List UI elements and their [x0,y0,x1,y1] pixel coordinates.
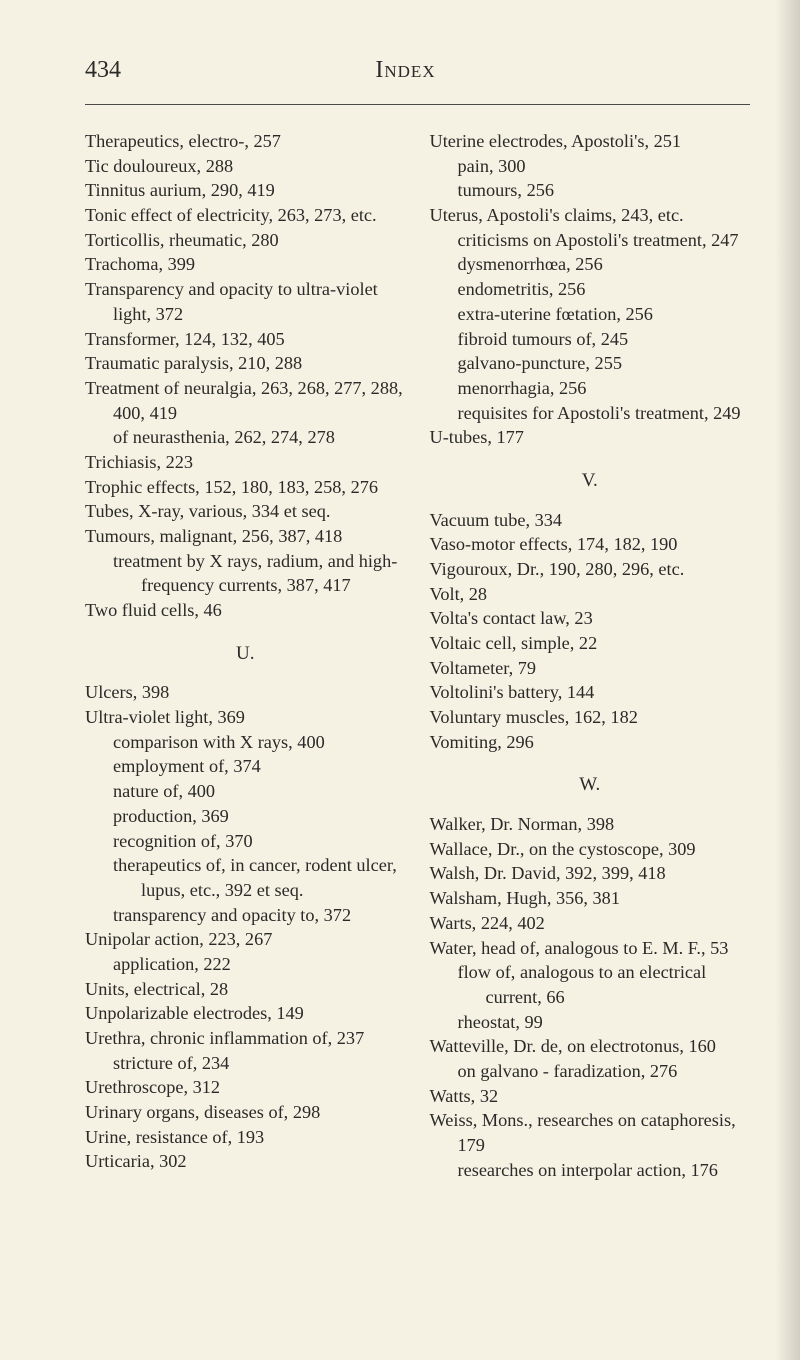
index-entry: Uterus, Apostoli's claims, 243, etc. [430,203,751,228]
index-entry: Therapeutics, electro-, 257 [85,129,406,154]
index-entry: Tonic effect of electricity, 263, 273, e… [85,203,406,228]
index-subentry: rheostat, 99 [430,1010,751,1035]
index-entry: Units, electrical, 28 [85,977,406,1002]
index-entry: Traumatic paralysis, 210, 288 [85,351,406,376]
index-subentry: dysmenorrhœa, 256 [430,252,751,277]
index-entry: Urine, resistance of, 193 [85,1125,406,1150]
index-subentry: therapeutics of, in cancer, rodent ulcer… [85,853,406,902]
index-entry: Transformer, 124, 132, 405 [85,327,406,352]
index-entry: Tubes, X-ray, various, 334 et seq. [85,499,406,524]
index-subentry: tumours, 256 [430,178,751,203]
index-entry: Transparency and opacity to ultra-violet… [85,277,406,326]
section-letter: V. [430,468,751,494]
index-subentry: production, 369 [85,804,406,829]
index-subentry: employment of, 374 [85,754,406,779]
index-entry: Wallace, Dr., on the cystoscope, 309 [430,837,751,862]
index-subentry: criticisms on Apostoli's treatment, 247 [430,228,751,253]
index-entry: Ulcers, 398 [85,680,406,705]
index-entry: Voluntary muscles, 162, 182 [430,705,751,730]
index-entry: Trophic effects, 152, 180, 183, 258, 276 [85,475,406,500]
index-entry: Walsh, Dr. David, 392, 399, 418 [430,861,751,886]
index-entry: Urticaria, 302 [85,1149,406,1174]
page-title: Index [121,57,690,84]
index-entry: Weiss, Mons., researches on cataphoresis… [430,1108,751,1157]
columns-wrapper: Therapeutics, electro-, 257Tic douloureu… [85,129,750,1182]
index-subentry: stricture of, 234 [85,1051,406,1076]
page-header: 434 Index [85,57,750,84]
index-subentry: menorrhagia, 256 [430,376,751,401]
index-entry: Warts, 224, 402 [430,911,751,936]
index-entry: Walker, Dr. Norman, 398 [430,812,751,837]
index-column-left: Therapeutics, electro-, 257Tic douloureu… [85,129,406,1182]
index-subentry: flow of, analogous to an electrical curr… [430,960,751,1009]
index-entry: Vaso-motor effects, 174, 182, 190 [430,532,751,557]
index-subentry: treatment by X rays, radium, and high-fr… [85,549,406,598]
section-letter: U. [85,641,406,667]
header-rule [85,104,750,105]
index-entry: Tinnitus aurium, 290, 419 [85,178,406,203]
index-entry: Tic douloureux, 288 [85,154,406,179]
index-column-right: Uterine electrodes, Apostoli's, 251pain,… [430,129,751,1182]
index-entry: Volt, 28 [430,582,751,607]
index-entry: Watteville, Dr. de, on electrotonus, 160 [430,1034,751,1059]
index-entry: Trachoma, 399 [85,252,406,277]
index-page: 434 Index Therapeutics, electro-, 257Tic… [0,0,800,1360]
index-entry: Trichiasis, 223 [85,450,406,475]
index-entry: Torticollis, rheumatic, 280 [85,228,406,253]
index-subentry: requisites for Apostoli's treatment, 249 [430,401,751,426]
index-subentry: pain, 300 [430,154,751,179]
index-subentry: of neurasthenia, 262, 274, 278 [85,425,406,450]
index-subentry: transparency and opacity to, 372 [85,903,406,928]
index-entry: Urethra, chronic inflammation of, 237 [85,1026,406,1051]
index-entry: Watts, 32 [430,1084,751,1109]
index-subentry: on galvano - faradization, 276 [430,1059,751,1084]
section-letter: W. [430,772,751,798]
index-entry: Urinary organs, diseases of, 298 [85,1100,406,1125]
index-entry: Voltameter, 79 [430,656,751,681]
index-entry: Treatment of neuralgia, 263, 268, 277, 2… [85,376,406,425]
index-entry: Uterine electrodes, Apostoli's, 251 [430,129,751,154]
index-subentry: galvano-puncture, 255 [430,351,751,376]
index-subentry: extra-uterine fœtation, 256 [430,302,751,327]
index-entry: Water, head of, analogous to E. M. F., 5… [430,936,751,961]
index-subentry: comparison with X rays, 400 [85,730,406,755]
index-entry: Vacuum tube, 334 [430,508,751,533]
index-entry: Voltaic cell, simple, 22 [430,631,751,656]
index-entry: Walsham, Hugh, 356, 381 [430,886,751,911]
index-entry: Volta's contact law, 23 [430,606,751,631]
index-entry: Two fluid cells, 46 [85,598,406,623]
index-entry: Ultra-violet light, 369 [85,705,406,730]
page-number: 434 [85,57,121,84]
index-entry: Tumours, malignant, 256, 387, 418 [85,524,406,549]
index-entry: Unpolarizable electrodes, 149 [85,1001,406,1026]
index-entry: U-tubes, 177 [430,425,751,450]
index-subentry: application, 222 [85,952,406,977]
page-edge-shadow [775,0,800,1360]
index-entry: Vomiting, 296 [430,730,751,755]
index-subentry: recognition of, 370 [85,829,406,854]
index-entry: Voltolini's battery, 144 [430,680,751,705]
index-entry: Urethroscope, 312 [85,1075,406,1100]
index-entry: Vigouroux, Dr., 190, 280, 296, etc. [430,557,751,582]
index-subentry: fibroid tumours of, 245 [430,327,751,352]
index-entry: Unipolar action, 223, 267 [85,927,406,952]
index-subentry: researches on interpolar action, 176 [430,1158,751,1183]
index-subentry: nature of, 400 [85,779,406,804]
index-subentry: endometritis, 256 [430,277,751,302]
